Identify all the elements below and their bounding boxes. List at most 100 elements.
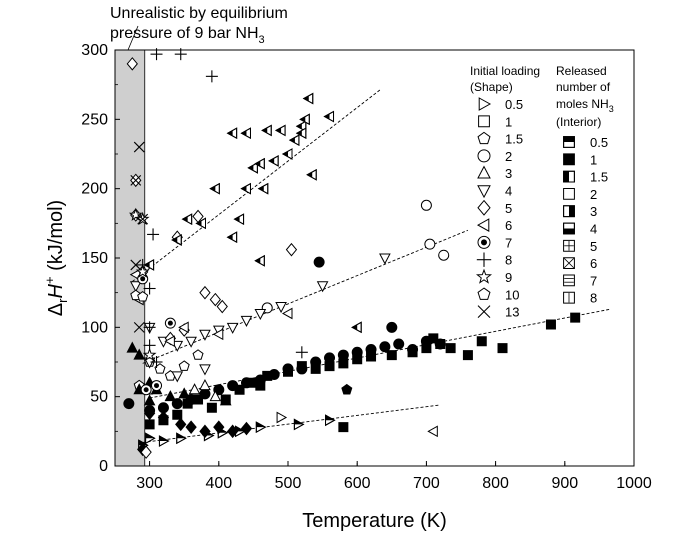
data-point	[323, 110, 335, 123]
data-point	[306, 168, 317, 181]
data-point	[199, 329, 211, 341]
data-point	[351, 346, 363, 358]
legend-marker-triangle-left	[476, 218, 490, 232]
data-point	[240, 182, 251, 195]
y-tick-label: 200	[81, 181, 108, 198]
data-point	[295, 346, 308, 359]
data-point	[337, 349, 349, 361]
y-axis-ticks: 0 50 100 150 200 250 300	[81, 42, 120, 475]
data-point	[130, 259, 142, 271]
callout-line2: pressure of 9 bar NH3	[110, 25, 265, 46]
x-tick-label: 900	[551, 475, 578, 492]
data-point	[427, 425, 438, 438]
data-point	[365, 344, 377, 356]
data-point	[175, 417, 187, 432]
data-point	[268, 155, 279, 167]
legend-shape-label: 6	[505, 218, 512, 233]
data-point	[445, 343, 456, 354]
data-point	[185, 420, 197, 434]
y-tick-label: 300	[81, 42, 108, 59]
data-point	[205, 70, 218, 83]
trend-line-loading-6	[132, 88, 382, 282]
shaded-region-callout: Unrealistic by equilibrium pressure of 9…	[110, 4, 288, 46]
data-point	[145, 432, 156, 445]
data-point	[233, 213, 245, 226]
legend-shape-header: Initial loading	[470, 64, 540, 78]
data-point	[195, 217, 206, 230]
legend-shape-label: 3	[505, 166, 512, 181]
data-point	[129, 281, 142, 293]
data-point	[147, 228, 160, 241]
legend-fill-none	[563, 188, 575, 200]
data-point	[164, 317, 176, 329]
x-tick-label: 300	[136, 475, 163, 492]
legend-interior-label: 3	[590, 204, 597, 219]
data-point	[199, 388, 211, 400]
x-axis-ticks: 300 400 500 600 700 800 900 1000	[114, 461, 652, 492]
data-point	[206, 402, 217, 413]
legend-interior-label: 2	[590, 187, 597, 202]
data-point	[209, 390, 222, 402]
y-tick-label: 50	[90, 389, 108, 406]
data-point	[143, 259, 155, 271]
data-point	[130, 174, 142, 186]
data-point	[386, 350, 397, 361]
data-point	[154, 363, 166, 374]
data-point	[133, 141, 145, 153]
x-tick-label: 800	[482, 475, 509, 492]
data-point	[143, 406, 156, 421]
data-point	[199, 364, 211, 376]
data-point	[497, 343, 508, 354]
data-point	[275, 302, 287, 314]
legend-shape-label: 1.5	[505, 132, 523, 147]
data-point	[420, 199, 432, 211]
legend-fill-full	[563, 153, 575, 166]
legend-marker-triangle-down	[477, 185, 491, 199]
legend-interior-header: Released	[556, 64, 607, 78]
y-axis-label: ΔrH+ (kJ/mol)	[42, 200, 70, 316]
data-point	[135, 264, 150, 278]
legend-marker-star	[475, 268, 493, 284]
data-point	[313, 256, 325, 268]
callout-line1: Unrealistic by equilibrium	[110, 5, 288, 22]
data-point	[316, 281, 329, 293]
data-point	[285, 242, 298, 257]
legend-marker-pentagon-open	[477, 287, 491, 300]
data-point	[178, 387, 191, 399]
data-point	[254, 374, 266, 386]
legend-marker-circle	[477, 149, 491, 163]
legend-fill-hlines	[563, 274, 575, 287]
data-point	[276, 411, 288, 424]
legend-interior-label: 1.5	[590, 170, 608, 185]
data-point	[268, 368, 280, 380]
data-point	[140, 445, 152, 459]
legend-shape-label: 13	[505, 305, 519, 320]
data-point	[254, 308, 267, 321]
data-point	[213, 420, 225, 434]
legend-marker-plus	[476, 252, 492, 267]
legend-interior-label: 0.5	[590, 135, 608, 150]
data-point	[295, 127, 307, 140]
legend-shape: Initial loading (Shape) 0.5 1 1.5 2 3 4 5 6 7 8 9 10 1…	[470, 64, 540, 320]
data-point	[126, 341, 139, 353]
legend-marker-triangle-right	[478, 97, 492, 111]
data-point	[126, 57, 138, 71]
data-point	[254, 157, 265, 170]
data-point	[172, 409, 183, 420]
x-tick-label: 700	[413, 475, 440, 492]
legend-fill-cross	[563, 257, 575, 269]
y-tick-label: 150	[81, 250, 108, 267]
data-point	[171, 234, 182, 246]
data-point	[393, 338, 405, 350]
data-point	[150, 356, 163, 368]
data-point	[302, 92, 314, 105]
legend-marker-diamond	[477, 199, 491, 216]
data-point	[240, 315, 253, 327]
data-point	[240, 421, 253, 436]
x-tick-label: 600	[344, 475, 371, 492]
data-point	[275, 124, 286, 137]
trend-line-loading-1-2	[149, 308, 610, 399]
data-point	[199, 424, 211, 439]
legend-shape-header: (Shape)	[470, 80, 513, 94]
legend-interior-label: 5	[590, 239, 597, 254]
